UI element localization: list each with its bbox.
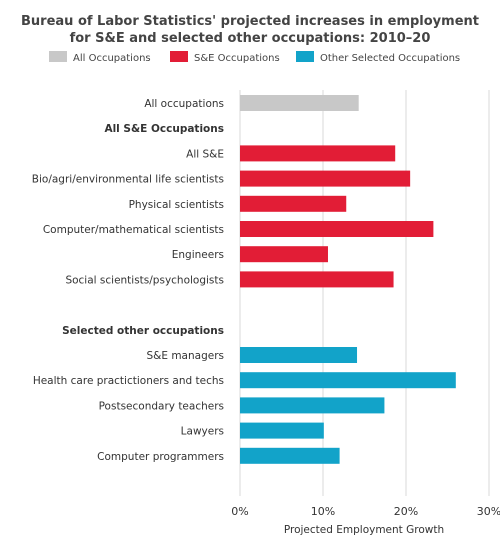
bar-computer-programmers (240, 447, 340, 464)
row-label-social-scientists-psychologists: Social scientists/psychologists (65, 274, 224, 286)
row-label-bio-agri-environmental-life-scientists: Bio/agri/environmental life scientists (32, 174, 224, 186)
bar-bio-agri-environmental-life-scientists (240, 170, 411, 187)
row-label-health-care-practictioners-and-techs: Health care practictioners and techs (33, 375, 224, 387)
bar-health-care-practictioners-and-techs (240, 372, 456, 389)
bar-engineers (240, 246, 328, 263)
bar-social-scientists-psychologists (240, 271, 394, 288)
row-label-postsecondary-teachers: Postsecondary teachers (99, 400, 224, 412)
bar-physical-scientists (240, 195, 347, 212)
chart-title-line-2: for S&E and selected other occupations: … (69, 31, 431, 46)
legend-swatch-all-occupations (49, 51, 67, 62)
bar-all-s-e (240, 145, 396, 162)
group-heading-all-s-e-occupations: All S&E Occupations (104, 123, 224, 135)
row-label-all-occupations: All occupations (144, 98, 224, 110)
x-axis-title: Projected Employment Growth (284, 524, 444, 536)
row-label-computer-programmers: Computer programmers (97, 451, 224, 463)
legend-item-all-occupations: All Occupations (49, 51, 151, 65)
legend-label-other-selected-occupations: Other Selected Occupations (320, 53, 461, 64)
legend: All Occupations S&E Occupations Other Se… (0, 51, 500, 65)
legend-swatch-other-selected-occupations (296, 51, 314, 62)
legend-label-all-occupations: All Occupations (73, 53, 151, 64)
row-label-lawyers: Lawyers (181, 426, 224, 438)
row-label-all-s-e: All S&E (186, 148, 224, 160)
bar-all-occupations (240, 95, 359, 111)
row-label-engineers: Engineers (172, 249, 224, 261)
legend-item-se-occupations: S&E Occupations (170, 51, 280, 65)
legend-label-se-occupations: S&E Occupations (194, 53, 280, 64)
bar-computer-mathematical-scientists (240, 221, 434, 237)
x-tick-label-20: 20% (394, 505, 418, 518)
row-label-s-e-managers: S&E managers (147, 350, 225, 362)
x-tick-label-0: 0% (231, 505, 248, 518)
group-heading-selected-other-occupations: Selected other occupations (62, 325, 224, 337)
legend-swatch-se-occupations (170, 51, 188, 62)
x-tick-label-30: 30% (477, 505, 500, 518)
bar-lawyers (240, 422, 324, 439)
bar-postsecondary-teachers (240, 397, 385, 414)
x-tick-label-10: 10% (311, 505, 335, 518)
legend-item-other-selected-occupations: Other Selected Occupations (296, 51, 460, 65)
row-label-physical-scientists: Physical scientists (129, 199, 224, 211)
chart-title-line-1: Bureau of Labor Statistics' projected in… (21, 14, 479, 29)
row-label-computer-mathematical-scientists: Computer/mathematical scientists (43, 224, 224, 236)
bar-s-e-managers (240, 347, 358, 363)
